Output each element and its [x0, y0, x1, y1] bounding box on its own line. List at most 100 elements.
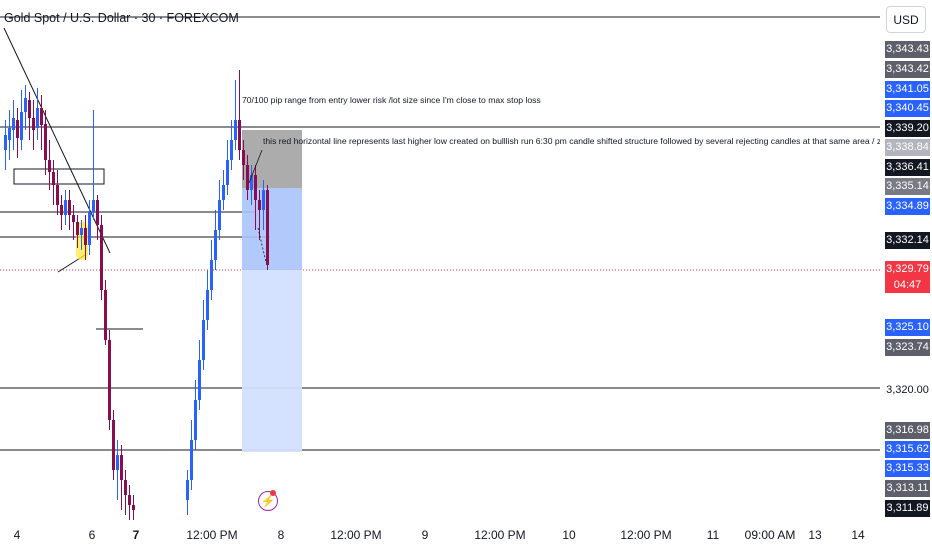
dashed-projection [257, 227, 267, 263]
candle-body [120, 455, 123, 480]
candle-body [20, 112, 23, 140]
candle-body [44, 124, 47, 160]
time-label: 09:00 AM [744, 528, 796, 542]
price-label: 3,320.00 [886, 384, 929, 396]
candle-body [68, 200, 71, 215]
candle-body [40, 108, 43, 125]
annotation-arrow[interactable] [248, 149, 263, 184]
time-label: 12:00 PM [186, 528, 238, 542]
pip-range-note[interactable]: 70/100 pip range from entry lower risk /… [242, 95, 541, 105]
time-scale[interactable] [0, 520, 880, 550]
price-label: 3,311.89 [885, 500, 930, 517]
chart-pane[interactable]: Gold Spot / U.S. Dollar · 30 · FOREXCOM … [0, 0, 880, 520]
candle-body [190, 440, 193, 480]
time-label: 12:00 PM [474, 528, 526, 542]
candle-body [56, 185, 59, 205]
candle-body [194, 400, 197, 440]
trend-line-down[interactable] [3, 27, 111, 254]
candle-body [234, 120, 237, 140]
price-label: 3,323.74 [885, 339, 930, 356]
candle-body [198, 360, 201, 400]
notification-dot [270, 490, 276, 496]
price-chart[interactable] [0, 0, 880, 520]
candle-body [28, 100, 31, 118]
candle-body [8, 128, 11, 140]
time-label: 13 [808, 528, 822, 542]
price-label: 3,339.20 [885, 120, 930, 137]
candle-body [84, 228, 87, 245]
time-label: 10 [562, 528, 576, 542]
candle-body [116, 455, 119, 470]
candle-body [72, 215, 75, 222]
price-label: 3,343.42 [885, 61, 930, 78]
candle-body [124, 480, 127, 495]
candle-body [238, 120, 241, 150]
candle-body [4, 135, 7, 150]
price-label: 3,315.33 [885, 460, 930, 477]
bar-countdown: 04:47 [885, 278, 930, 293]
time-label: 9 [421, 528, 429, 542]
candle-body [258, 200, 261, 210]
candle-body [24, 98, 27, 112]
candle-body [214, 230, 217, 260]
time-label: 11 [706, 528, 720, 542]
price-label: 3,313.11 [885, 480, 930, 497]
candle-body [60, 205, 63, 215]
candle-body [88, 212, 91, 245]
price-label: 3,315.62 [885, 441, 930, 458]
candle-body [96, 200, 99, 225]
candle-body [186, 480, 189, 500]
candle-body [108, 340, 111, 420]
time-label: 6 [88, 528, 96, 542]
candle-body [242, 150, 245, 165]
candle-body [132, 505, 135, 510]
candle-body [64, 200, 67, 215]
candle-body [254, 175, 257, 200]
candle-body [36, 108, 39, 128]
candle-body [222, 185, 225, 200]
price-label: 3,335.14 [885, 178, 930, 195]
candle-body [80, 228, 83, 235]
candle-body [226, 160, 229, 185]
candle-body [210, 260, 213, 290]
candle-body [230, 140, 233, 160]
candle-body [12, 118, 15, 130]
currency-button[interactable]: USD [886, 6, 926, 33]
current-price-label: 3,329.79 [885, 261, 930, 278]
price-label: 3,343.43 [885, 41, 930, 58]
candle-body [92, 200, 95, 212]
candle-body [246, 165, 249, 190]
price-label: 3,338.84 [885, 139, 930, 156]
time-label: 4 [13, 528, 21, 542]
candle-body [16, 120, 19, 138]
price-label: 3,332.14 [885, 232, 930, 249]
symbol-title[interactable]: Gold Spot / U.S. Dollar · 30 · FOREXCOM [4, 11, 239, 25]
time-label: 12:00 PM [620, 528, 672, 542]
candle-body [202, 320, 205, 360]
drawn-rectangle[interactable] [13, 168, 105, 185]
candle-body [52, 172, 55, 185]
time-label: 8 [277, 528, 285, 542]
candles-group [4, 70, 269, 520]
red-line-note[interactable]: this red horizontal line represents last… [263, 136, 880, 146]
candle-body [262, 190, 265, 210]
candle-body [100, 225, 103, 290]
price-label: 3,325.10 [885, 319, 930, 336]
candle-body [128, 495, 131, 505]
time-label: 7 [132, 528, 140, 542]
candle-body [206, 290, 209, 320]
scale-corner [880, 520, 932, 550]
price-label: 3,316.98 [885, 422, 930, 439]
candle-body [266, 190, 269, 265]
price-label: 3,336.41 [885, 159, 930, 176]
candle-body [112, 420, 115, 470]
price-label: 3,341.05 [885, 81, 930, 98]
candle-body [250, 175, 253, 190]
entry-target-zone-lower[interactable] [242, 270, 302, 452]
price-label: 3,340.45 [885, 100, 930, 117]
price-label: 3,334.89 [885, 198, 930, 215]
time-label: 14 [851, 528, 865, 542]
candle-body [218, 200, 221, 230]
candle-body [104, 290, 107, 340]
lightning-event-icon[interactable]: ⚡ [258, 491, 278, 511]
